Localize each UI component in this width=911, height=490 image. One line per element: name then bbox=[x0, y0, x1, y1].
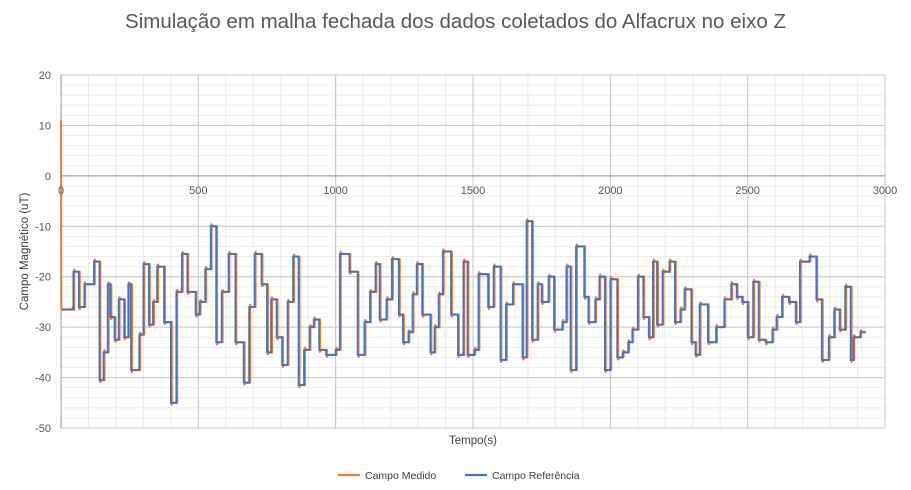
legend-label-0: Campo Medido bbox=[365, 470, 436, 482]
legend-label-1: Campo Referência bbox=[492, 470, 580, 482]
x-tick-label: 1000 bbox=[323, 185, 347, 197]
y-tick-label: 0 bbox=[45, 171, 51, 183]
y-axis-title: Campo Magnético (uT) bbox=[19, 193, 31, 311]
x-tick-label: 0 bbox=[58, 185, 64, 197]
legend: Campo Medido Campo Referência bbox=[338, 470, 580, 482]
major-grid bbox=[60, 74, 886, 429]
y-tick-label: -40 bbox=[35, 373, 51, 385]
x-tick-label: 2000 bbox=[598, 185, 622, 197]
series-layer bbox=[59, 120, 866, 406]
x-tick-label: 500 bbox=[189, 185, 207, 197]
chart-title: Simulação em malha fechada dos dados col… bbox=[125, 10, 786, 33]
y-tick-label: -10 bbox=[35, 221, 51, 233]
x-axis-title: Tempo(s) bbox=[449, 435, 497, 447]
y-tick-label: -30 bbox=[35, 322, 51, 334]
x-tick-label: 1500 bbox=[461, 185, 485, 197]
y-tick-label: -20 bbox=[35, 272, 51, 284]
axis-layer: 20 10 0 -10 -20 -30 -40 -50 0 500 1000 1500 2000 2500… bbox=[35, 70, 897, 435]
y-tick-label: 20 bbox=[39, 70, 51, 82]
x-tick-label: 3000 bbox=[873, 185, 897, 197]
y-tick-label: 10 bbox=[39, 120, 51, 132]
series-campo-referencia bbox=[61, 220, 866, 404]
y-tick-label: -50 bbox=[35, 423, 51, 435]
x-tick-label: 2500 bbox=[735, 185, 759, 197]
